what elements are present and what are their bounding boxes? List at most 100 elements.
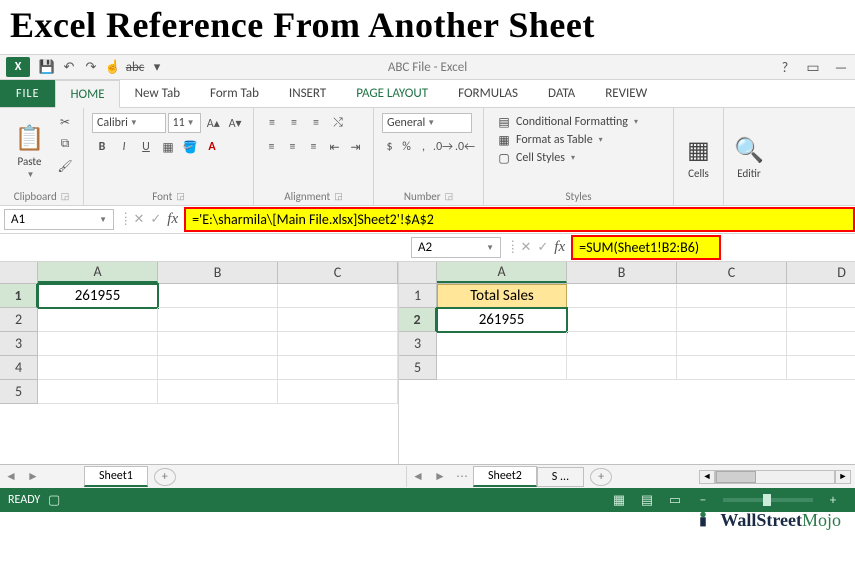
cell[interactable]	[677, 332, 787, 356]
find-button[interactable]: 🔍 Editir	[732, 112, 766, 180]
align-center-icon[interactable]: ≡	[283, 137, 302, 157]
cell[interactable]	[158, 380, 278, 404]
tab-insert[interactable]: INSERT	[274, 80, 341, 107]
tab-home[interactable]: HOME	[55, 80, 119, 108]
align-left-icon[interactable]: ≡	[262, 137, 281, 157]
view-normal-icon[interactable]: ▦	[605, 493, 633, 508]
underline-icon[interactable]: U	[136, 137, 156, 157]
enter-icon[interactable]: ✓	[537, 240, 548, 255]
cell[interactable]	[158, 356, 278, 380]
cell[interactable]	[787, 308, 855, 332]
minimize-icon[interactable]: —	[827, 56, 855, 78]
indent-inc-icon[interactable]: ⇥	[346, 137, 365, 157]
col-header-B[interactable]: B	[158, 262, 278, 283]
comma-icon[interactable]: ,	[416, 137, 431, 157]
view-break-icon[interactable]: ▭	[661, 493, 689, 508]
cell[interactable]	[677, 308, 787, 332]
cell[interactable]	[567, 308, 677, 332]
ribbon-options-icon[interactable]: ▭	[799, 56, 827, 78]
sheet-tab-sheet2[interactable]: Sheet2	[473, 466, 537, 487]
save-icon[interactable]: 💾	[36, 56, 58, 78]
new-sheet-button[interactable]: +	[590, 468, 612, 486]
row-header-1[interactable]: 1	[0, 284, 38, 308]
row-header-2[interactable]: 2	[0, 308, 38, 332]
tab-pagelayout[interactable]: PAGE LAYOUT	[341, 80, 443, 107]
cell[interactable]	[437, 332, 567, 356]
launcher-icon[interactable]: ◲	[334, 191, 343, 202]
help-icon[interactable]: ?	[771, 56, 799, 78]
tab-data[interactable]: DATA	[533, 80, 590, 107]
align-right-icon[interactable]: ≡	[304, 137, 323, 157]
cell[interactable]	[677, 356, 787, 380]
tab-review[interactable]: REVIEW	[590, 80, 662, 107]
format-painter-icon[interactable]: 🖌	[55, 156, 75, 176]
align-top-icon[interactable]: ≡	[262, 113, 282, 133]
cell-A1-header[interactable]: Total Sales	[437, 284, 567, 308]
cell[interactable]	[677, 284, 787, 308]
touch-mode-icon[interactable]: ☝	[102, 56, 124, 78]
cell[interactable]	[38, 308, 158, 332]
currency-icon[interactable]: $	[382, 137, 397, 157]
h-scrollbar[interactable]: ◄►	[612, 470, 855, 484]
tab-nav-prev-icon[interactable]: ◄	[407, 469, 429, 484]
zoom-out-icon[interactable]: −	[689, 493, 717, 508]
cell-C1[interactable]	[278, 284, 398, 308]
cells-button[interactable]: ▦ Cells	[682, 112, 715, 180]
redo-icon[interactable]: ↷	[80, 56, 102, 78]
cell[interactable]	[38, 380, 158, 404]
macro-record-icon[interactable]: ▢	[40, 493, 68, 508]
inc-decimal-icon[interactable]: .0→	[433, 137, 453, 157]
launcher-icon[interactable]: ◲	[61, 191, 70, 202]
undo-icon[interactable]: ↶	[58, 56, 80, 78]
orientation-icon[interactable]: ⤭	[328, 113, 348, 133]
indent-dec-icon[interactable]: ⇤	[325, 137, 344, 157]
font-name-box[interactable]: Calibri▼	[92, 113, 166, 133]
cell[interactable]	[38, 356, 158, 380]
cell[interactable]	[38, 332, 158, 356]
sheet-tab-other[interactable]: S ...	[537, 467, 584, 487]
row-header-3[interactable]: 3	[0, 332, 38, 356]
col-header-C[interactable]: C	[677, 262, 787, 283]
name-box-2[interactable]: A2▼	[411, 237, 501, 258]
launcher-icon[interactable]: ◲	[445, 191, 454, 202]
row-header-1[interactable]: 1	[399, 284, 437, 308]
row-header-4[interactable]: 4	[0, 356, 38, 380]
view-layout-icon[interactable]: ▤	[633, 493, 661, 508]
col-header-D[interactable]: D	[787, 262, 855, 283]
select-all-corner[interactable]	[399, 262, 437, 283]
row-header-2[interactable]: 2	[399, 308, 437, 332]
zoom-slider[interactable]	[723, 498, 813, 502]
cell[interactable]	[567, 332, 677, 356]
cell[interactable]	[158, 308, 278, 332]
dec-decimal-icon[interactable]: .0←	[455, 137, 475, 157]
font-size-box[interactable]: 11▼	[168, 113, 202, 133]
tab-nav-more-icon[interactable]: ⋯	[451, 469, 473, 484]
cell[interactable]	[278, 356, 398, 380]
row-header-3[interactable]: 3	[399, 332, 437, 356]
conditional-formatting-button[interactable]: ▤Conditional Formatting▾	[496, 114, 638, 130]
cell[interactable]	[567, 356, 677, 380]
col-header-B[interactable]: B	[567, 262, 677, 283]
tab-newtab[interactable]: New Tab	[120, 80, 195, 107]
cell[interactable]	[158, 332, 278, 356]
tab-nav-prev-icon[interactable]: ◄	[0, 469, 22, 484]
border-icon[interactable]: ▦	[158, 137, 178, 157]
cell[interactable]	[567, 284, 677, 308]
cancel-icon[interactable]: ✕	[520, 240, 531, 255]
cell[interactable]	[787, 284, 855, 308]
fx-icon[interactable]: fx	[167, 211, 178, 228]
align-bottom-icon[interactable]: ≡	[306, 113, 326, 133]
cancel-icon[interactable]: ✕	[133, 212, 144, 227]
strike-icon[interactable]: abc	[124, 56, 146, 78]
grow-font-icon[interactable]: A▴	[203, 113, 223, 133]
format-as-table-button[interactable]: ▦Format as Table▾	[496, 132, 638, 148]
formula-input-2[interactable]: =SUM(Sheet1!B2:B6)	[571, 235, 721, 260]
number-format-box[interactable]: General▼	[382, 113, 472, 133]
cell[interactable]	[787, 356, 855, 380]
cell[interactable]	[437, 356, 567, 380]
cell-B1[interactable]	[158, 284, 278, 308]
tab-nav-next-icon[interactable]: ►	[429, 469, 451, 484]
fill-color-icon[interactable]: 🪣	[180, 137, 200, 157]
cell[interactable]	[278, 380, 398, 404]
font-color-icon[interactable]: A	[202, 137, 222, 157]
